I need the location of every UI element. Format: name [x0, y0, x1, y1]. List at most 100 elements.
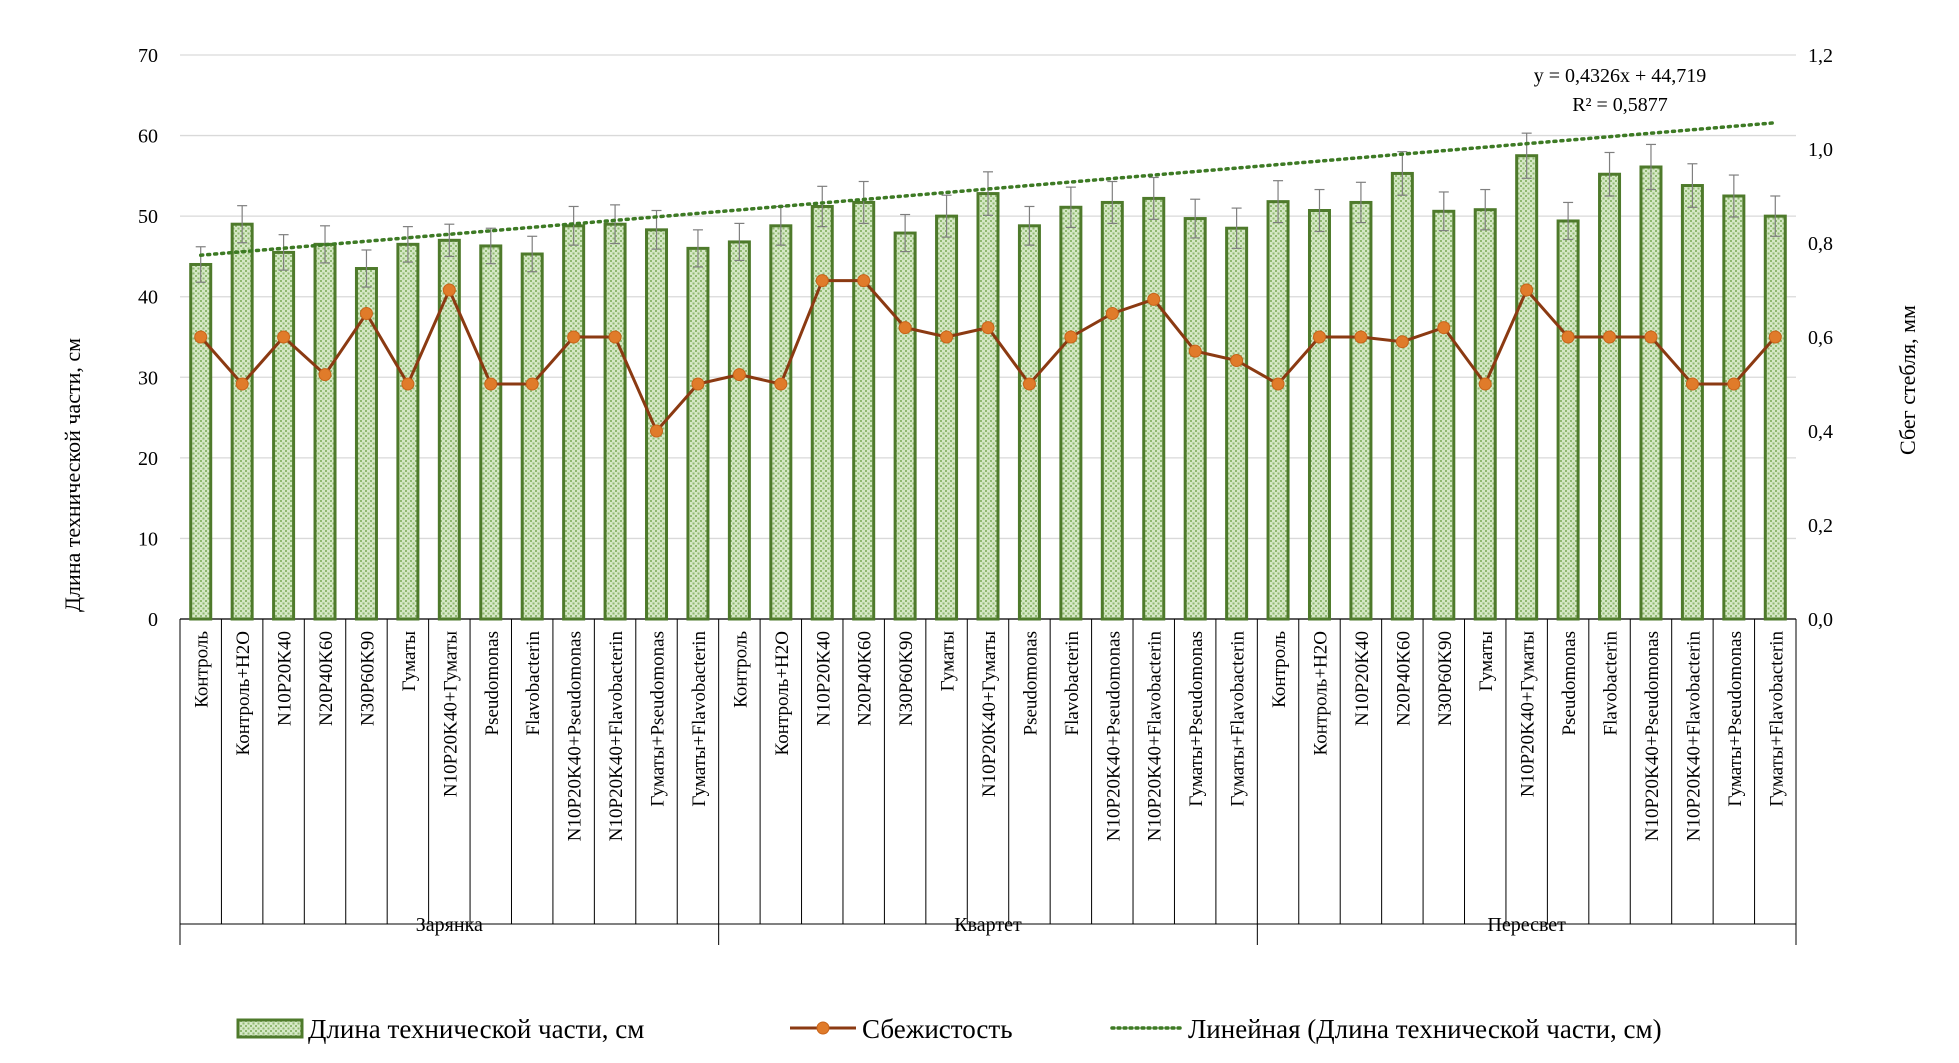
category-label: Гуматы [399, 631, 420, 692]
bar [479, 244, 503, 621]
bar [976, 192, 1000, 621]
category-label: Контроль+H2O [1310, 631, 1331, 755]
legend-item-bars[interactable]: Длина технической части, см [236, 1014, 644, 1044]
line-point [1022, 377, 1036, 391]
category-label: N10P20K40+Flavobacterin [606, 631, 627, 842]
line-point [1395, 335, 1409, 349]
bar [1100, 200, 1124, 621]
bar [1639, 165, 1663, 621]
line-point [732, 368, 746, 382]
y2-tick-label: 0,2 [1808, 515, 1833, 537]
category-label: Контроль [1269, 631, 1290, 708]
line-point [940, 330, 954, 344]
y2-tick-label: 1,0 [1808, 139, 1833, 161]
y-tick-label: 40 [138, 287, 158, 309]
bar [1017, 224, 1041, 621]
bar [810, 204, 834, 621]
category-label: Гуматы+Pseudomonas [648, 631, 669, 807]
line-point [1437, 321, 1451, 335]
bar [1142, 196, 1166, 621]
bar [686, 246, 710, 621]
category-label: N20P40K60 [316, 631, 337, 726]
bar [313, 242, 337, 621]
line-point [525, 377, 539, 391]
legend-line-marker [816, 1021, 830, 1035]
group-label: Пересвет [1487, 914, 1566, 936]
bar [893, 231, 917, 621]
legend-bars-label: Длина технической части, см [308, 1014, 644, 1044]
line-point [1271, 377, 1285, 391]
category-label: N10P20K40+Flavobacterin [1145, 631, 1166, 842]
category-label: Flavobacterin [523, 631, 544, 736]
line-point [1064, 330, 1078, 344]
bar [1183, 217, 1207, 621]
line-point [318, 368, 332, 382]
bar [727, 240, 751, 621]
category-label: N30P60K90 [1435, 631, 1456, 726]
category-label: Гуматы+Pseudomonas [1186, 631, 1207, 807]
y-axis-title: Длина технической части, см [60, 338, 85, 612]
line-point [1230, 354, 1244, 367]
bar [1349, 200, 1373, 621]
bar [272, 250, 296, 621]
bar [1473, 208, 1497, 621]
category-label: Flavobacterin [1601, 631, 1622, 736]
line-point [194, 330, 208, 344]
category-label: Контроль+H2O [233, 631, 254, 755]
legend-line-label: Сбежистость [862, 1014, 1013, 1044]
line-point [1520, 283, 1534, 297]
category-label: N10P20K40 [1352, 631, 1373, 726]
bar [1722, 194, 1746, 621]
bar [520, 252, 544, 621]
trendline [198, 121, 1778, 257]
y-tick-label: 20 [138, 448, 158, 470]
line-point [359, 307, 373, 320]
legend-bar-swatch [236, 1018, 304, 1039]
y-tick-label: 60 [138, 126, 158, 148]
legend: Длина технической части, см Сбежистость … [236, 1014, 1662, 1044]
category-label: N10P20K40+Гуматы [1518, 631, 1539, 797]
line-point [691, 377, 705, 391]
line-point [1727, 377, 1741, 391]
y-tick-label: 30 [138, 367, 158, 389]
line-point [1312, 330, 1326, 344]
line-point [1354, 330, 1368, 344]
line-point [277, 330, 291, 344]
line-point [608, 330, 622, 344]
category-label: Гуматы [938, 631, 959, 692]
line-point [1603, 330, 1617, 344]
y2-tick-label: 0,4 [1808, 421, 1833, 443]
legend-item-line[interactable]: Сбежистость [790, 1014, 1013, 1044]
bar [1515, 154, 1539, 621]
category-label: Pseudomonas [482, 631, 503, 736]
category-label: N20P40K60 [855, 631, 876, 726]
y2-tick-label: 1,2 [1808, 45, 1833, 67]
category-label: Гуматы+Flavobacterin [1228, 631, 1249, 807]
category-label: Гуматы+Flavobacterin [689, 631, 710, 807]
category-label: Pseudomonas [1559, 631, 1580, 736]
group-label: Зарянка [416, 914, 483, 936]
line-point [1685, 377, 1699, 391]
y-tick-label: 10 [138, 528, 158, 550]
category-label: N10P20K40+Гуматы [440, 631, 461, 797]
trend-equation: y = 0,4326x + 44,719 [1534, 65, 1707, 87]
category-label: Контроль [730, 631, 751, 708]
bar [1598, 172, 1622, 621]
line-point [1561, 330, 1575, 344]
category-label: N10P20K40+Pseudomonas [565, 631, 586, 841]
line-point [981, 321, 995, 335]
y2-tick-label: 0,6 [1808, 327, 1833, 349]
line-point [1188, 344, 1202, 358]
category-label: Гуматы [1476, 631, 1497, 692]
category-label: Гуматы+Flavobacterin [1766, 631, 1787, 807]
category-label: N10P20K40 [813, 631, 834, 726]
y-tick-label: 0 [148, 609, 158, 631]
bar [1680, 184, 1704, 621]
bar [935, 214, 959, 621]
bar [396, 242, 420, 621]
line-point [774, 377, 788, 391]
line-point [235, 377, 249, 391]
legend-item-trend[interactable]: Линейная (Длина технической части, см) [1110, 1014, 1662, 1044]
line-point [815, 274, 829, 288]
